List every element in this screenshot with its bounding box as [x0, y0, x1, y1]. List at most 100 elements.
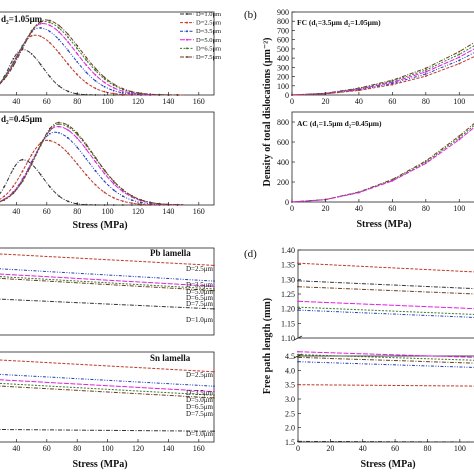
series-point	[213, 287, 215, 290]
series-point	[67, 49, 69, 52]
series-point	[458, 138, 461, 141]
legend-label: D=1.0μm	[186, 430, 214, 438]
x-tick-label: 20	[321, 204, 329, 213]
legend-label: D=7.5μm	[186, 300, 214, 308]
series-point	[3, 198, 6, 201]
x-tick-label: 40	[12, 207, 20, 216]
y-tick-label: 0	[285, 198, 289, 207]
x-tick-label: 40	[12, 444, 20, 453]
legend-marker	[186, 30, 188, 33]
x-tick-label: 140	[162, 444, 174, 453]
series-point	[424, 162, 427, 165]
series-point	[58, 121, 60, 124]
series-point	[140, 92, 142, 95]
legend-label: D=3.5μm	[186, 389, 214, 397]
series-point	[30, 162, 33, 165]
series-line-5.0	[0, 379, 215, 393]
series-point	[58, 27, 60, 29]
x-tick-label: 160	[193, 444, 205, 453]
series-point	[67, 124, 69, 127]
series-point	[85, 93, 88, 96]
series-point	[94, 169, 97, 172]
series-point	[85, 59, 88, 62]
y-tick-label: 700	[277, 26, 289, 35]
series-line-6.5	[0, 276, 215, 290]
series-point	[103, 81, 106, 84]
series-point	[67, 129, 69, 132]
x-tick-label: 20	[326, 444, 334, 453]
series-point	[213, 308, 215, 310]
panel-label-a-top: d₂=1.05μm	[1, 14, 43, 24]
series-point	[103, 76, 106, 79]
series-line-6.5	[297, 306, 474, 315]
series-point	[39, 20, 42, 23]
series-point	[58, 123, 60, 126]
series-point	[424, 75, 427, 77]
series-line-5.0	[0, 273, 215, 287]
series-line-3.5	[297, 309, 474, 318]
series-point	[76, 132, 79, 134]
series-point	[48, 21, 51, 24]
series-point	[58, 131, 60, 134]
series-point	[39, 27, 42, 29]
series-point	[94, 160, 97, 163]
series-point	[30, 153, 33, 156]
x-tick-label: 40	[359, 444, 367, 453]
x-tick-label: 120	[132, 444, 144, 453]
legend-label: D=7.5μm	[186, 410, 214, 418]
series-point	[94, 183, 97, 186]
series-point	[67, 137, 69, 139]
series-point	[213, 385, 215, 388]
series-point	[297, 309, 299, 312]
series-point	[3, 78, 6, 81]
series-line-6.5	[291, 125, 474, 203]
series-point	[67, 41, 69, 43]
x-tick-label: 40	[355, 97, 363, 106]
x-tick-label: 60	[388, 204, 396, 213]
x-tick-label: 0	[290, 204, 294, 213]
plot-frame-a-bottom	[0, 111, 215, 206]
series-point	[30, 31, 33, 33]
series-line-6.5	[0, 382, 215, 396]
series-point	[76, 47, 79, 50]
x-tick-label: 80	[422, 97, 430, 106]
y-tick-label: 800	[277, 118, 289, 127]
series-line-3.5	[0, 131, 184, 206]
y-axis-label: Free path length (mm)	[262, 298, 273, 394]
series-point	[48, 129, 51, 132]
series-point	[103, 191, 106, 194]
series-point	[112, 86, 115, 89]
y-axis-label: Density of total dislocations (μm⁻²)	[262, 38, 273, 187]
series-line-3.5	[0, 27, 184, 96]
legend-label: D=6.5μm	[196, 45, 221, 52]
legend-label: D=3.5μm	[186, 281, 214, 289]
series-point	[112, 182, 115, 185]
legend-label: D=7.5μm	[196, 54, 221, 61]
plot-frame-d-upper	[297, 249, 474, 339]
series-point	[131, 202, 133, 205]
series-line-5.0	[291, 126, 474, 203]
series-point	[213, 397, 215, 399]
series-point	[58, 143, 60, 146]
series-point	[458, 135, 461, 137]
series-point	[213, 264, 215, 267]
panel-letter-d: (d)	[244, 248, 257, 260]
plot-frame-d-lower	[297, 355, 474, 443]
series-point	[76, 146, 79, 149]
series-point	[76, 137, 79, 140]
x-tick-label: 100	[102, 444, 114, 453]
series-point	[39, 143, 42, 146]
legend-label: D=6.5μm	[186, 294, 214, 302]
series-line-7.5	[0, 277, 215, 292]
series-point	[424, 67, 427, 70]
series-point	[297, 383, 299, 386]
series-line-3.5	[0, 268, 215, 282]
series-point	[131, 204, 133, 206]
series-line-7.5	[297, 286, 474, 295]
plot-frame-c-top	[0, 247, 215, 336]
series-point	[21, 47, 24, 50]
series-point	[391, 83, 394, 86]
series-point	[140, 201, 142, 204]
series-line-7.5	[0, 121, 184, 206]
series-line-6.5	[291, 45, 474, 96]
